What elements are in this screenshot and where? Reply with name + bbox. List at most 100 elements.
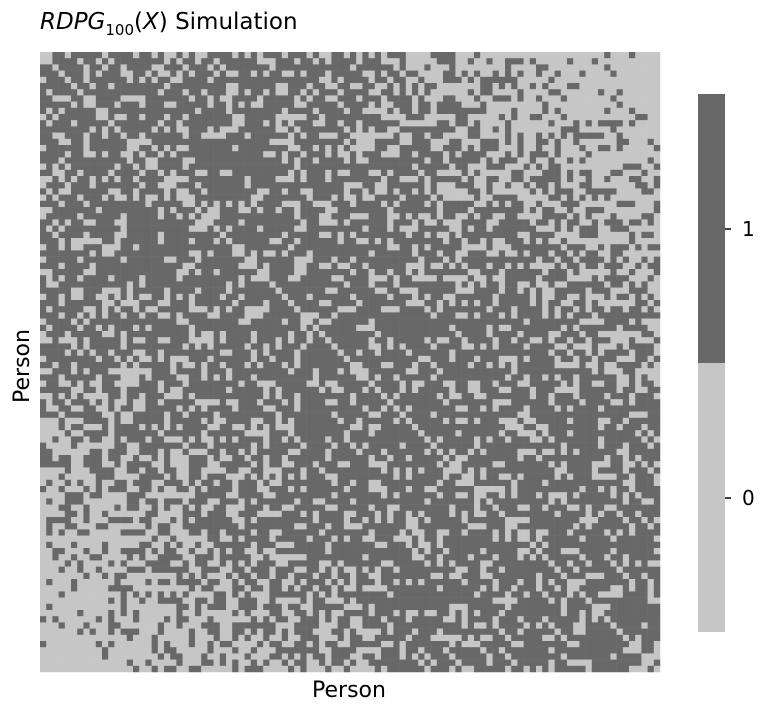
heatmap-cell <box>151 120 159 127</box>
heatmap-cell <box>591 151 599 158</box>
heatmap-cell <box>195 64 202 71</box>
heatmap-cell <box>399 176 407 183</box>
heatmap-cell <box>337 318 345 326</box>
heatmap-cell <box>567 176 574 183</box>
heatmap-cell <box>350 349 357 357</box>
heatmap-cell <box>455 306 462 313</box>
heatmap-cell <box>331 337 338 344</box>
heatmap-cell <box>474 324 481 332</box>
heatmap-cell <box>461 225 469 233</box>
heatmap-cell <box>350 355 357 363</box>
heatmap-cell <box>102 95 109 102</box>
heatmap-cell <box>579 238 586 245</box>
heatmap-cell <box>635 182 642 189</box>
heatmap-cell <box>362 219 369 226</box>
heatmap-cell <box>133 176 140 183</box>
heatmap-cell <box>151 293 159 301</box>
heatmap-cell <box>455 250 462 257</box>
heatmap-cell <box>610 244 617 251</box>
heatmap-cell <box>288 293 295 301</box>
heatmap-cell <box>517 262 524 270</box>
heatmap-cell <box>374 244 382 251</box>
heatmap-cell <box>579 188 586 195</box>
heatmap-cell <box>622 52 630 59</box>
heatmap-cell <box>350 52 357 59</box>
heatmap-cell <box>412 213 419 220</box>
heatmap-cell <box>356 207 363 214</box>
heatmap-cell <box>629 331 636 338</box>
heatmap-cell <box>319 157 326 164</box>
heatmap-cell <box>343 225 351 233</box>
heatmap-cell <box>467 107 475 115</box>
heatmap-cell <box>232 337 239 344</box>
heatmap-cell <box>455 194 462 202</box>
heatmap-cell <box>536 182 543 189</box>
heatmap-cell <box>585 343 593 350</box>
heatmap-cell <box>387 213 394 220</box>
heatmap-cell <box>560 126 568 133</box>
heatmap-cell <box>523 176 531 183</box>
heatmap-cell <box>331 213 338 220</box>
heatmap-cell <box>554 83 562 90</box>
heatmap-cell <box>418 157 425 164</box>
heatmap-cell <box>511 312 518 319</box>
heatmap-cell <box>536 231 543 239</box>
heatmap-cell <box>647 83 655 90</box>
heatmap-cell <box>300 188 307 195</box>
heatmap-cell <box>263 114 270 121</box>
heatmap-cell <box>542 250 549 257</box>
heatmap-cell <box>368 145 376 152</box>
heatmap-cell <box>393 244 400 251</box>
heatmap-cell <box>573 207 580 214</box>
heatmap-cell <box>635 300 642 307</box>
heatmap-cell <box>244 355 252 363</box>
heatmap-cell <box>548 324 555 332</box>
heatmap-cell <box>399 107 407 115</box>
heatmap-cell <box>232 163 239 171</box>
heatmap-cell <box>523 324 531 332</box>
heatmap-cell <box>647 219 655 226</box>
heatmap-cell <box>412 182 419 189</box>
heatmap-cell <box>461 244 469 251</box>
heatmap-cell <box>281 194 289 202</box>
heatmap-cell <box>486 107 493 115</box>
heatmap-cell <box>412 176 419 183</box>
heatmap-cell <box>536 250 543 257</box>
heatmap-cell <box>195 200 202 208</box>
heatmap-cell <box>306 188 314 195</box>
heatmap-cell <box>325 256 332 264</box>
heatmap-cell <box>368 138 376 146</box>
heatmap-cell <box>219 107 227 115</box>
heatmap-cell <box>201 238 208 245</box>
heatmap-cell <box>300 120 307 127</box>
heatmap-cell <box>133 318 140 326</box>
heatmap-cell <box>505 182 512 189</box>
heatmap-cell <box>219 64 227 71</box>
heatmap-cell <box>461 262 469 270</box>
heatmap-cell <box>176 200 183 208</box>
heatmap-cell <box>542 300 549 307</box>
heatmap-cell <box>226 200 233 208</box>
heatmap-cell <box>71 306 78 313</box>
heatmap-cell <box>151 52 159 59</box>
heatmap-cell <box>250 213 258 220</box>
heatmap-cell <box>281 219 289 226</box>
heatmap-cell <box>579 182 586 189</box>
heatmap-cell <box>114 188 121 195</box>
heatmap-cell <box>554 300 562 307</box>
heatmap-cell <box>629 293 636 301</box>
heatmap-cell <box>560 355 568 363</box>
heatmap-cell <box>591 256 599 264</box>
heatmap-cell <box>374 355 382 363</box>
heatmap-cell <box>554 120 562 127</box>
heatmap-cell <box>151 213 159 220</box>
heatmap-cell <box>412 300 419 307</box>
heatmap-cell <box>126 163 134 171</box>
heatmap-cell <box>312 238 320 245</box>
heatmap-cell <box>467 151 475 158</box>
heatmap-cell <box>573 101 580 109</box>
heatmap-cell <box>511 76 518 84</box>
heatmap-cell <box>591 194 599 202</box>
heatmap-cell <box>387 83 394 90</box>
heatmap-cell <box>430 120 438 127</box>
